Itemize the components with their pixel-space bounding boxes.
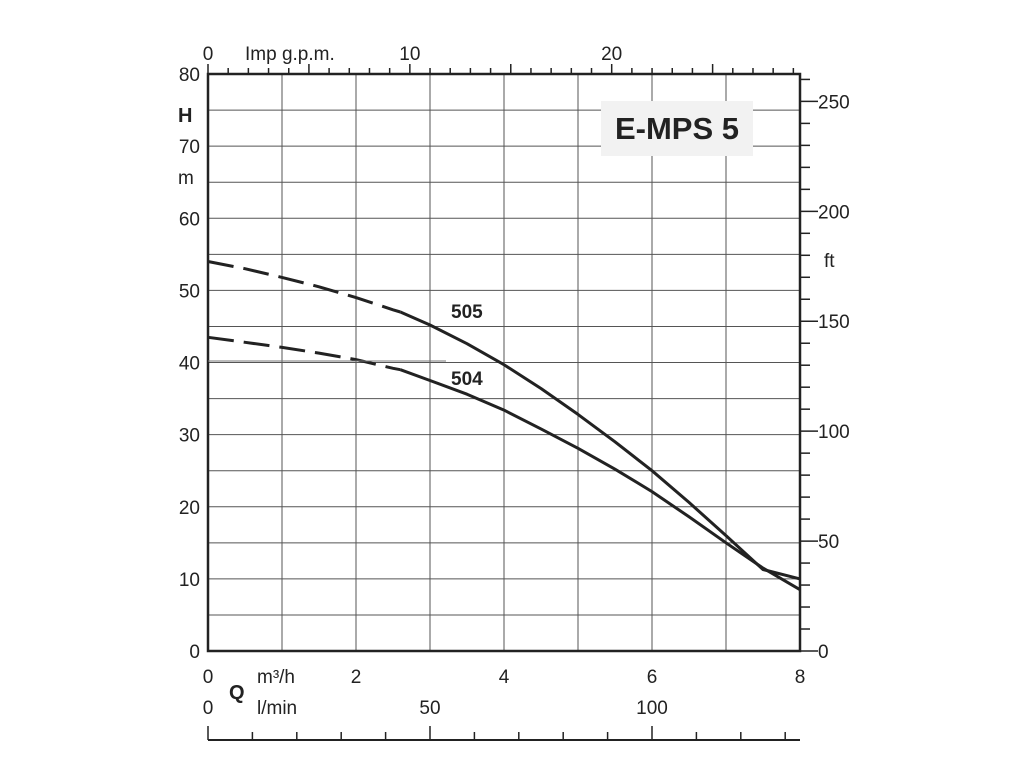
right-tick-label: 100 bbox=[818, 422, 850, 443]
bottom-scale-bar bbox=[207, 726, 800, 741]
top-tick-label: 10 bbox=[399, 44, 420, 65]
right-tick-label: 200 bbox=[818, 202, 850, 223]
right-tick-label: 0 bbox=[818, 642, 829, 663]
x-tick-label: 8 bbox=[795, 667, 806, 688]
y-tick-label: 50 bbox=[179, 281, 200, 302]
y-axis-unit: m bbox=[178, 168, 194, 189]
x2-tick-label: 0 bbox=[203, 698, 214, 719]
x-tick-label: 4 bbox=[499, 667, 510, 688]
flow-symbol: Q bbox=[229, 682, 245, 704]
y-tick-label: 40 bbox=[179, 354, 200, 375]
curve-504-dashed bbox=[207, 335, 401, 372]
y-tick-label: 0 bbox=[189, 642, 200, 663]
bottom-axis-tick-labels: 0 2 4 6 8 bbox=[203, 667, 806, 688]
y-tick-label: 80 bbox=[179, 65, 200, 86]
y-tick-label: 20 bbox=[179, 498, 200, 519]
top-axis-tick-labels: 0 10 20 bbox=[203, 44, 623, 65]
bottom-axis-unit-lmin: l/min bbox=[257, 698, 297, 719]
x-tick-label: 6 bbox=[647, 667, 658, 688]
left-axis-tick-labels: 0 10 20 30 40 50 60 70 80 bbox=[179, 65, 200, 663]
chart-title: E-MPS 5 bbox=[615, 111, 739, 146]
grid-lines bbox=[208, 74, 800, 651]
x-tick-label: 2 bbox=[351, 667, 362, 688]
curve-label: 504 bbox=[451, 369, 483, 390]
top-axis-unit-label: Imp g.p.m. bbox=[245, 44, 335, 65]
right-tick-label: 250 bbox=[818, 92, 850, 113]
right-axis-tick-labels: 0 50 100 150 200 250 bbox=[818, 92, 850, 663]
curve-505-dashed bbox=[207, 260, 401, 314]
y-tick-label: 30 bbox=[179, 426, 200, 447]
bottom-axis-unit-m3h: m³/h bbox=[257, 667, 295, 688]
right-tick-label: 50 bbox=[818, 532, 839, 553]
top-tick-label: 20 bbox=[601, 44, 622, 65]
curves: 505 504 bbox=[207, 260, 801, 591]
right-tick-label: 150 bbox=[818, 312, 850, 333]
y-tick-label: 10 bbox=[179, 570, 200, 591]
y-tick-label: 70 bbox=[179, 137, 200, 158]
y-axis-symbol: H bbox=[178, 105, 192, 127]
curve-505-solid bbox=[399, 310, 801, 581]
x-tick-label: 0 bbox=[203, 667, 214, 688]
y-tick-label: 60 bbox=[179, 209, 200, 230]
x2-tick-label: 100 bbox=[636, 698, 668, 719]
plot-frame bbox=[206, 72, 802, 653]
curve-504-solid bbox=[399, 368, 801, 591]
right-axis-unit: ft bbox=[824, 251, 835, 272]
title-box bbox=[601, 101, 753, 156]
top-tick-label: 0 bbox=[203, 44, 214, 65]
secondary-bottom-tick-labels: 0 50 100 bbox=[203, 698, 668, 719]
x2-tick-label: 50 bbox=[419, 698, 440, 719]
curve-label: 505 bbox=[451, 302, 483, 323]
